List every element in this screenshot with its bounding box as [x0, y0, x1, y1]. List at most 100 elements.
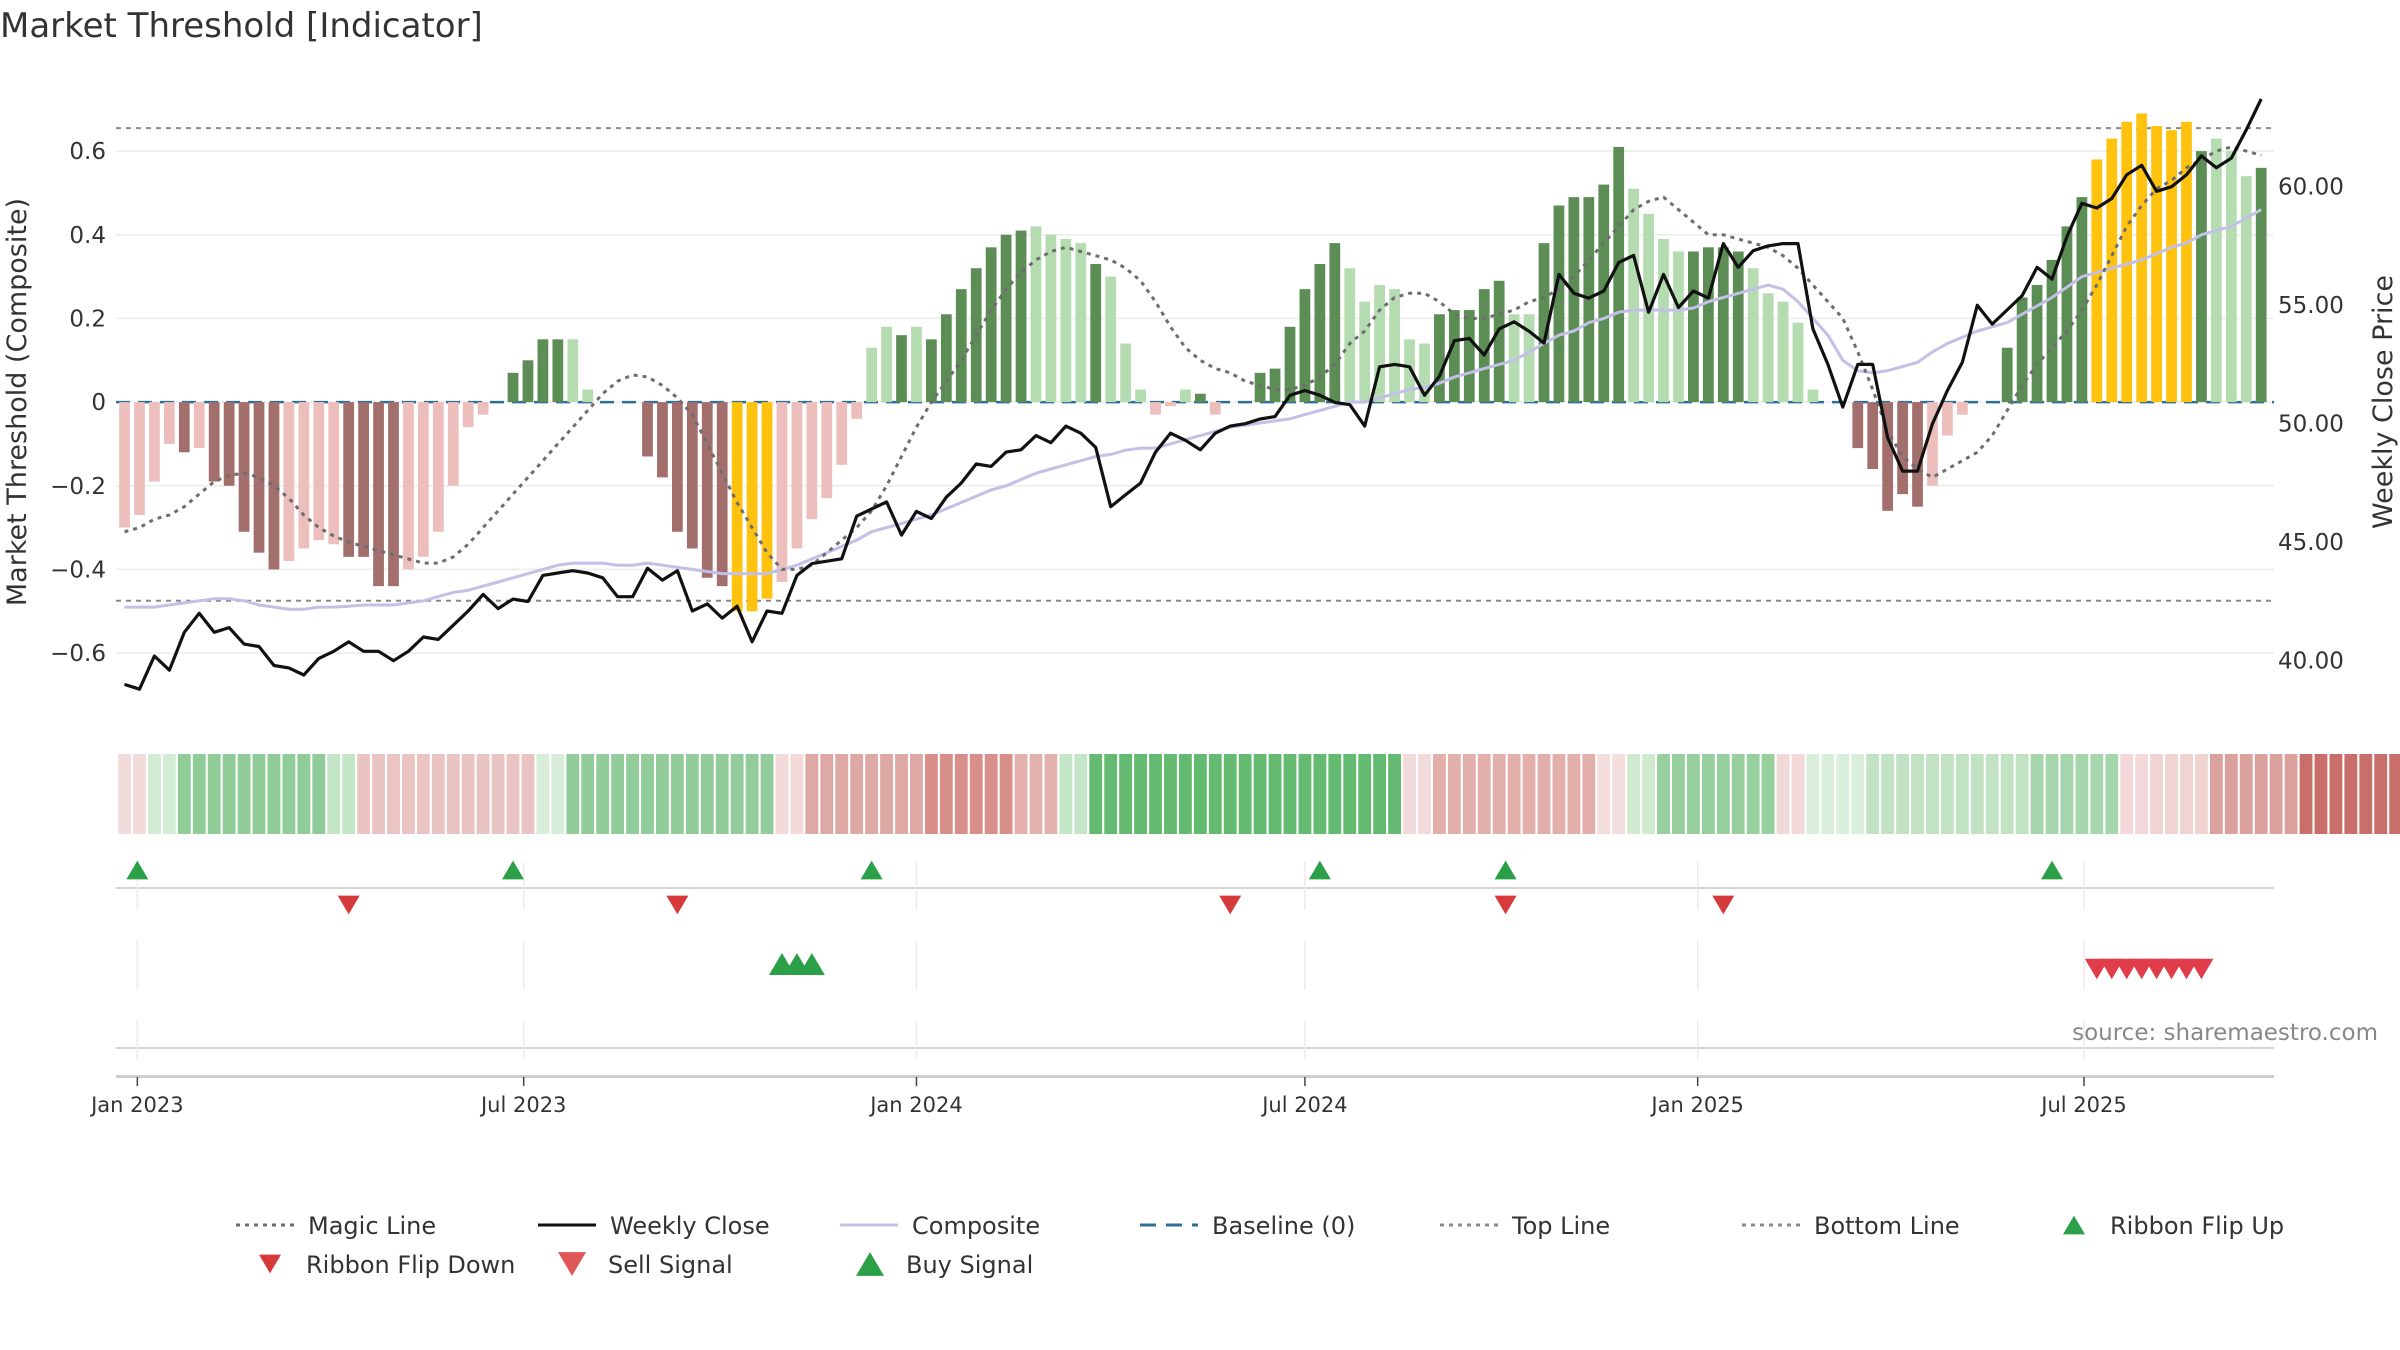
ribbon-cell	[775, 754, 789, 834]
composite-bar	[866, 347, 877, 403]
composite-bar	[2210, 138, 2222, 403]
legend-swatch	[2063, 1215, 2085, 1235]
x-tick-label-1: Jul 2023	[479, 1093, 566, 1117]
ribbon-cell	[1567, 754, 1581, 834]
ribbon-flip-down-marker	[1494, 895, 1517, 915]
ribbon-cell	[1851, 754, 1865, 834]
ribbon-cell	[1911, 754, 1924, 834]
composite-bar	[746, 402, 758, 612]
y-right-tick-2: 50.00	[2278, 412, 2344, 438]
composite-bar	[1762, 293, 1774, 403]
composite-bar	[1463, 310, 1475, 403]
ribbon-cell	[1178, 754, 1192, 834]
ribbon-cell	[222, 754, 236, 834]
ribbon-cell	[910, 754, 923, 834]
ribbon-cell	[2314, 754, 2328, 834]
composite-bar	[2046, 259, 2058, 403]
ribbon-cell	[924, 754, 938, 834]
ribbon-flip-down-marker	[337, 895, 360, 915]
composite-bar	[1329, 243, 1341, 403]
ribbon-cell	[1164, 754, 1177, 834]
composite-bar	[955, 289, 967, 403]
ribbon-cell	[2239, 754, 2253, 834]
legend-swatch	[856, 1252, 884, 1276]
ribbon-cell	[790, 754, 804, 834]
ribbon-cell	[1328, 754, 1342, 834]
ribbon-cell	[670, 754, 684, 834]
composite-bar	[1075, 243, 1087, 403]
composite-bar	[447, 402, 459, 486]
composite-bar	[2016, 297, 2028, 403]
composite-bar	[1912, 402, 1923, 507]
buy-signal-marker	[798, 952, 825, 976]
ribbon-cell	[1089, 754, 1103, 834]
ribbon-cell	[1970, 754, 1984, 834]
y-left-tick-2: 0.2	[69, 306, 106, 332]
composite-bar	[2091, 159, 2103, 403]
composite-bar	[328, 402, 340, 545]
composite-bar	[567, 339, 579, 403]
ribbon-cell	[865, 754, 879, 834]
composite-bar	[1658, 238, 1669, 403]
composite-bar	[1553, 205, 1565, 403]
y-right-tick-0: 60.00	[2278, 175, 2344, 201]
ribbon-cell	[1985, 754, 1999, 834]
ribbon-cell	[1955, 754, 1969, 834]
legend-item-top-line: Top Line	[1440, 1212, 1610, 1240]
ribbon-flip-up-marker	[1494, 860, 1517, 880]
composite-bar	[1120, 343, 1132, 403]
ribbon-cell	[192, 754, 206, 834]
composite-bar	[582, 389, 594, 403]
composite-bar	[223, 402, 235, 486]
ribbon-cell	[1686, 754, 1700, 834]
chart-title: Market Threshold [Indicator]	[0, 6, 483, 46]
composite-bar	[716, 402, 728, 587]
ribbon-cell	[1627, 754, 1641, 834]
composite-bar	[701, 402, 713, 578]
ribbon-cell	[372, 754, 385, 834]
composite-bar	[985, 247, 997, 403]
composite-bar	[1792, 322, 1804, 403]
legend-label: Bottom Line	[1814, 1212, 1960, 1240]
composite-bar	[1927, 402, 1938, 486]
ribbon-cell	[1343, 754, 1357, 834]
ribbon-cell	[581, 754, 595, 834]
ribbon-cell	[342, 754, 356, 834]
legend-label: Ribbon Flip Up	[2110, 1212, 2284, 1240]
ribbon-cell	[1761, 754, 1775, 834]
composite-bar	[1897, 402, 1908, 495]
composite-bar	[806, 402, 818, 520]
composite-bar	[388, 402, 399, 587]
ribbon-flip-down-marker	[1219, 895, 1242, 915]
ribbon-cell	[1836, 754, 1850, 834]
composite-bar	[2001, 347, 2013, 403]
ribbon-cell	[2344, 754, 2358, 834]
y-right-tick-1: 55.00	[2278, 293, 2344, 319]
ribbon-cell	[2165, 754, 2178, 834]
ribbon-cell	[1462, 754, 1476, 834]
composite-bar	[417, 402, 429, 557]
composite-bar	[776, 402, 788, 582]
composite-bar	[1030, 226, 1042, 403]
ribbon-cell	[685, 754, 699, 834]
series-lines	[124, 98, 2263, 691]
composite-bar	[2225, 151, 2237, 403]
composite-bar	[1508, 314, 1520, 403]
legend-label: Weekly Close	[610, 1212, 770, 1240]
ribbon-cell	[895, 754, 908, 834]
composite-bar	[1717, 247, 1729, 403]
composite-bar	[2076, 197, 2088, 403]
composite-bar	[1045, 234, 1057, 403]
legend-label: Composite	[912, 1212, 1040, 1240]
composite-bar	[1747, 268, 1759, 403]
composite-bar	[1135, 389, 1146, 403]
composite-bar	[1493, 280, 1505, 403]
composite-bar	[1568, 197, 1580, 403]
ribbon-cell	[551, 754, 565, 834]
ribbon-cell	[2135, 754, 2149, 834]
ribbon-cell	[1791, 754, 1805, 834]
sell-signal-marker	[2189, 958, 2214, 980]
ribbon-cell	[2045, 754, 2059, 834]
composite-bar	[1628, 188, 1640, 403]
ribbon-cell	[1029, 754, 1043, 834]
